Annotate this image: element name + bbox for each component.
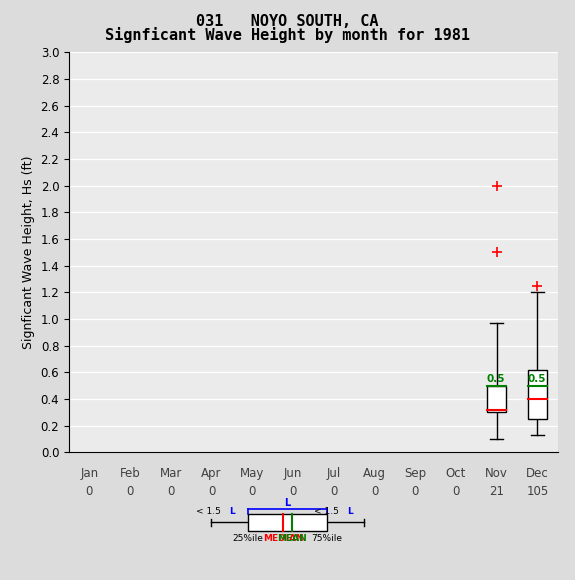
Text: 0: 0: [126, 485, 134, 498]
Text: L: L: [229, 508, 235, 516]
Text: 75%ile: 75%ile: [311, 534, 342, 543]
Text: Feb: Feb: [120, 467, 140, 480]
Text: May: May: [240, 467, 264, 480]
Text: 0: 0: [208, 485, 215, 498]
Text: Jul: Jul: [327, 467, 341, 480]
Text: L: L: [285, 498, 290, 508]
Text: < 1.5: < 1.5: [315, 508, 342, 516]
Bar: [528, 369, 547, 419]
Text: 0: 0: [86, 485, 93, 498]
Text: Mar: Mar: [160, 467, 182, 480]
Text: MEAN: MEAN: [277, 534, 306, 543]
Bar: [248, 514, 327, 531]
Text: 0: 0: [248, 485, 256, 498]
Bar: [488, 386, 506, 412]
Text: L: L: [347, 508, 353, 516]
Text: 105: 105: [526, 485, 549, 498]
Text: Aug: Aug: [363, 467, 386, 480]
Text: Jan: Jan: [81, 467, 98, 480]
Text: 031   NOYO SOUTH, CA: 031 NOYO SOUTH, CA: [196, 14, 379, 30]
Text: 0: 0: [330, 485, 338, 498]
Text: Dec: Dec: [526, 467, 549, 480]
Text: 0.5: 0.5: [486, 374, 505, 385]
Y-axis label: Signficant Wave Height, Hs (ft): Signficant Wave Height, Hs (ft): [22, 155, 35, 349]
Text: Apr: Apr: [201, 467, 222, 480]
Text: Oct: Oct: [446, 467, 466, 480]
Text: 21: 21: [489, 485, 504, 498]
Text: 25%ile: 25%ile: [233, 534, 263, 543]
Text: Sep: Sep: [404, 467, 426, 480]
Text: 0: 0: [371, 485, 378, 498]
Text: Nov: Nov: [485, 467, 508, 480]
Text: < 1.5: < 1.5: [197, 508, 224, 516]
Text: 0.5: 0.5: [527, 374, 546, 385]
Text: 0: 0: [453, 485, 459, 498]
Text: Jun: Jun: [284, 467, 302, 480]
Text: 0: 0: [289, 485, 297, 498]
Text: 0: 0: [167, 485, 174, 498]
Text: 0: 0: [412, 485, 419, 498]
Text: MEDIAN: MEDIAN: [263, 534, 304, 543]
Text: Signficant Wave Height by month for 1981: Signficant Wave Height by month for 1981: [105, 27, 470, 44]
